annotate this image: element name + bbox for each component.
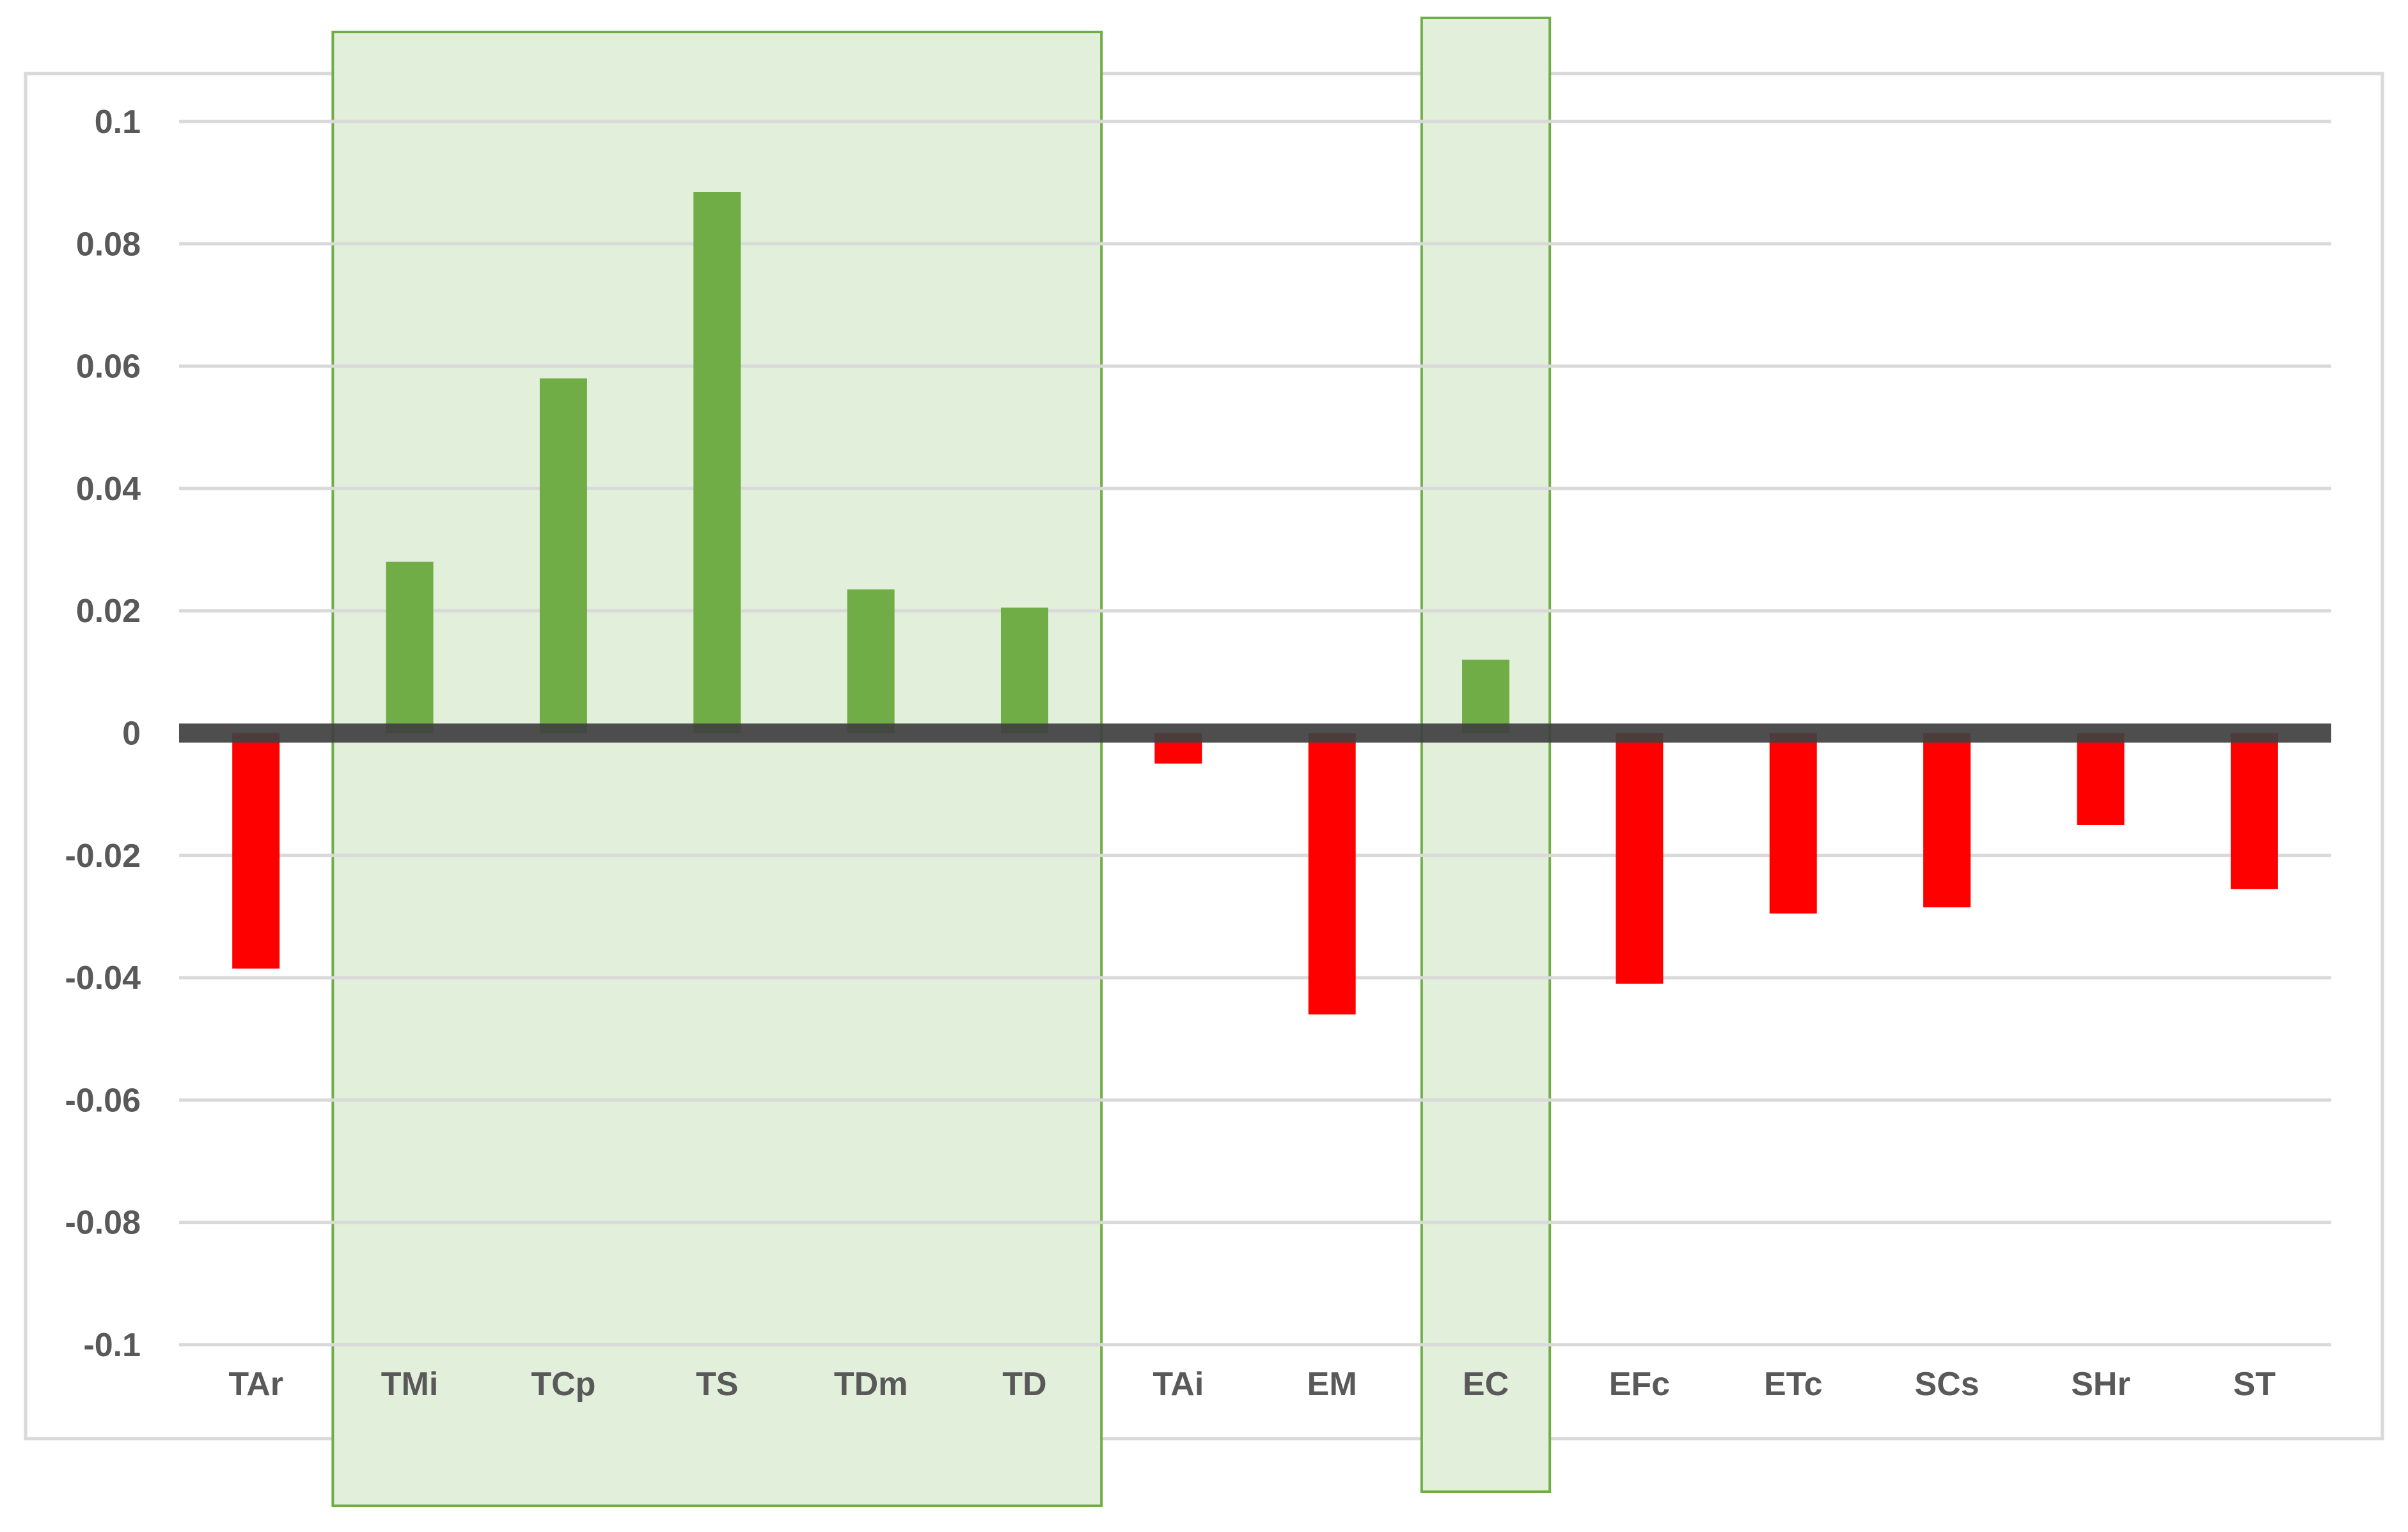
x-tick-label: TMi	[381, 1366, 439, 1403]
x-tick-label: TS	[696, 1366, 738, 1403]
x-axis-tick-labels: TAr TMi TCp TS TDm TD TAi EM EC EFc ETc SCs SHr ST	[228, 1366, 2276, 1403]
bar-tmi	[386, 561, 434, 733]
gridlines	[179, 120, 2331, 1347]
bar-scs	[1923, 733, 1971, 908]
bar-td	[1000, 607, 1048, 733]
y-tick-label: -0.1	[83, 1327, 141, 1364]
x-tick-label: SHr	[2071, 1366, 2130, 1403]
x-tick-label: TCp	[531, 1366, 595, 1403]
bar-ec	[1462, 659, 1510, 733]
y-tick-label: 0.04	[76, 471, 141, 508]
y-tick-label: 0.06	[76, 348, 141, 386]
y-tick-label: -0.06	[65, 1082, 141, 1119]
y-axis-tick-labels: 0.1 0.08 0.06 0.04 0.02 0 -0.02 -0.04 -0.06 -0.08…	[65, 104, 141, 1364]
x-tick-label: EC	[1463, 1366, 1509, 1403]
bar-ts	[693, 191, 741, 733]
bars	[232, 191, 2278, 1015]
x-tick-label: ETc	[1764, 1366, 1823, 1403]
x-tick-label: ST	[2233, 1366, 2276, 1403]
x-tick-label: EM	[1307, 1366, 1357, 1403]
x-tick-label: TAi	[1153, 1366, 1204, 1403]
x-tick-label: SCs	[1915, 1366, 1979, 1403]
bar-efc	[1616, 733, 1664, 984]
y-tick-label: -0.04	[65, 960, 141, 997]
y-tick-label: 0	[122, 715, 141, 753]
x-tick-label: TAr	[228, 1366, 283, 1403]
bar-em	[1308, 733, 1356, 1015]
y-tick-label: 0.08	[76, 226, 141, 263]
bar-tar	[232, 733, 280, 969]
y-tick-label: -0.02	[65, 838, 141, 875]
x-tick-label: TDm	[834, 1366, 908, 1403]
bar-tdm	[847, 589, 895, 733]
y-tick-label: 0.02	[76, 593, 141, 630]
bar-st	[2230, 733, 2278, 889]
x-tick-label: EFc	[1609, 1366, 1670, 1403]
y-tick-label: -0.08	[65, 1205, 141, 1242]
x-tick-label: TD	[1002, 1366, 1046, 1403]
bar-etc	[1769, 733, 1817, 914]
highlight-region	[1420, 17, 1552, 1493]
bar-tcp	[539, 378, 587, 733]
y-tick-label: 0.1	[95, 104, 141, 141]
bar-shr	[2077, 733, 2125, 825]
